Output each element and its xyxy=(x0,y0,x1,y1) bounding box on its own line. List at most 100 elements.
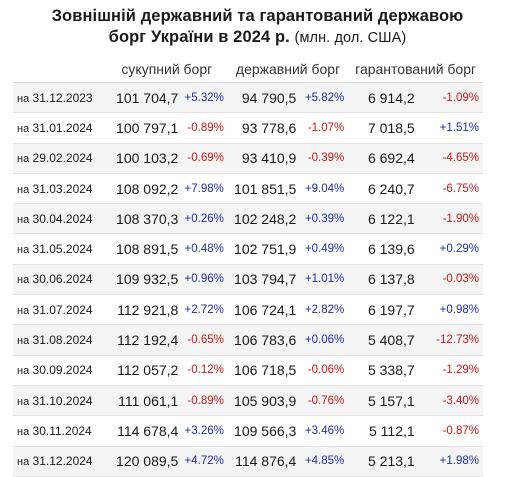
header-row: сукупний борг державний борг гарантовани… xyxy=(13,56,483,83)
row-date-cell: на 31.03.2024 xyxy=(13,173,106,205)
table-row: на 31.12.2024 120 089,5 +4.72% 114 876,4 +4.… xyxy=(13,446,483,477)
date-prefix: на xyxy=(17,456,30,469)
total-value-cell: 108 092,2 xyxy=(105,173,179,205)
total-change-cell: +5.32% xyxy=(178,82,228,114)
debt-table: сукупний борг державний борг гарантовани… xyxy=(13,56,483,477)
table-row: на 31.05.2024 108 891,5 +0.48% 102 751,9 +0.… xyxy=(13,233,483,265)
state-change-cell: -1.07% xyxy=(296,112,349,144)
state-change-cell: +1.01% xyxy=(296,264,349,296)
total-change-cell: -0.65% xyxy=(178,324,228,356)
date-prefix: на xyxy=(17,183,30,196)
row-date: 31.07.2024 xyxy=(32,302,93,317)
guar-value-cell: 5 408,7 xyxy=(348,324,415,356)
guar-change-cell: -1.29% xyxy=(414,355,483,386)
row-date-cell: на 30.11.2024 xyxy=(13,415,106,447)
row-date-cell: на 31.01.2024 xyxy=(13,112,106,144)
guar-change-cell: -3.40% xyxy=(414,385,483,417)
total-value-cell: 100 103,2 xyxy=(105,143,179,174)
guar-change-cell: +0.29% xyxy=(414,233,483,265)
total-change-cell: +0.96% xyxy=(178,264,228,296)
row-date-cell: на 31.12.2023 xyxy=(13,82,106,114)
guar-value-cell: 6 139,6 xyxy=(348,233,415,265)
date-prefix: на xyxy=(17,92,30,105)
row-date: 30.09.2024 xyxy=(32,363,93,378)
total-change-cell: -0.69% xyxy=(178,143,228,174)
table-body: на 31.12.2023 101 704,7 +5.32% 94 790,5 +5.8… xyxy=(13,82,483,477)
total-value-cell: 112 921,8 xyxy=(105,294,179,326)
row-date-cell: на 30.09.2024 xyxy=(13,355,106,386)
table-row: на 30.11.2024 114 678,4 +3.26% 109 566,3 +3.… xyxy=(13,415,483,447)
row-date: 30.06.2024 xyxy=(32,272,93,287)
total-change-cell: -0.12% xyxy=(178,355,228,386)
date-prefix: на xyxy=(17,365,30,378)
state-value-cell: 106 724,1 xyxy=(227,294,297,326)
table-row: на 30.09.2024 112 057,2 -0.12% 106 718,5 -0.… xyxy=(13,355,483,386)
header-guaranteed: гарантований борг xyxy=(348,56,483,83)
guar-value-cell: 6 197,7 xyxy=(348,294,415,326)
total-value-cell: 108 370,3 xyxy=(105,203,179,235)
total-value-cell: 112 192,4 xyxy=(105,324,179,356)
state-change-cell: +0.39% xyxy=(296,203,349,235)
header-total: сукупний борг xyxy=(105,56,228,83)
state-value-cell: 103 794,7 xyxy=(227,264,297,296)
row-date: 30.04.2024 xyxy=(32,211,93,226)
row-date: 29.02.2024 xyxy=(32,151,93,166)
total-change-cell: +4.72% xyxy=(178,446,228,477)
total-value-cell: 101 704,7 xyxy=(105,82,179,114)
date-prefix: на xyxy=(17,425,30,438)
chart-title: Зовнішній державний та гарантований держ… xyxy=(0,6,515,49)
header-date xyxy=(13,56,106,83)
state-change-cell: -0.06% xyxy=(296,355,349,386)
title-line-2: борг України в 2024 р. (млн. дол. США) xyxy=(0,27,515,49)
row-date: 31.03.2024 xyxy=(32,181,93,196)
state-value-cell: 105 903,9 xyxy=(227,385,297,417)
state-value-cell: 94 790,5 xyxy=(227,82,297,114)
guar-value-cell: 6 137,8 xyxy=(348,264,415,296)
title-line-2-text: борг України в 2024 р. xyxy=(108,28,290,46)
total-value-cell: 111 061,1 xyxy=(105,385,179,417)
table-row: на 31.12.2023 101 704,7 +5.32% 94 790,5 +5.8… xyxy=(13,82,483,114)
state-change-cell: +0.06% xyxy=(296,324,349,356)
row-date-cell: на 31.08.2024 xyxy=(13,324,106,356)
table-row: на 30.06.2024 109 932,5 +0.96% 103 794,7 +1.… xyxy=(13,264,483,296)
guar-change-cell: -0.03% xyxy=(414,264,483,296)
total-value-cell: 108 891,5 xyxy=(105,233,179,265)
state-value-cell: 106 718,5 xyxy=(227,355,297,386)
guar-value-cell: 5 157,1 xyxy=(348,385,415,417)
total-change-cell: +2.72% xyxy=(178,294,228,326)
date-prefix: на xyxy=(17,335,30,348)
state-change-cell: +9.04% xyxy=(296,173,349,205)
row-date-cell: на 30.04.2024 xyxy=(13,203,106,235)
table-row: на 31.08.2024 112 192,4 -0.65% 106 783,6 +0.… xyxy=(13,324,483,356)
row-date-cell: на 31.12.2024 xyxy=(13,446,106,477)
guar-change-cell: -6.75% xyxy=(414,173,483,205)
state-value-cell: 101 851,5 xyxy=(227,173,297,205)
total-value-cell: 100 797,1 xyxy=(105,112,179,144)
row-date-cell: на 31.07.2024 xyxy=(13,294,106,326)
state-value-cell: 114 876,4 xyxy=(227,446,297,477)
state-change-cell: +4.85% xyxy=(296,446,349,477)
state-change-cell: +3.46% xyxy=(296,415,349,447)
state-value-cell: 106 783,6 xyxy=(227,324,297,356)
state-value-cell: 102 751,9 xyxy=(227,233,297,265)
row-date: 30.11.2024 xyxy=(32,423,92,438)
total-value-cell: 114 678,4 xyxy=(105,415,179,447)
row-date: 31.12.2024 xyxy=(32,454,93,469)
guar-change-cell: -1.90% xyxy=(414,203,483,235)
table-row: на 31.07.2024 112 921,8 +2.72% 106 724,1 +2.… xyxy=(13,294,483,326)
state-value-cell: 93 410,9 xyxy=(227,143,297,174)
state-change-cell: -0.76% xyxy=(296,385,349,417)
date-prefix: на xyxy=(17,213,30,226)
state-change-cell: +5.82% xyxy=(296,82,349,114)
title-line-1: Зовнішній державний та гарантований держ… xyxy=(51,7,464,25)
guar-value-cell: 6 240,7 xyxy=(348,173,415,205)
total-change-cell: +0.48% xyxy=(178,233,228,265)
total-value-cell: 120 089,5 xyxy=(105,446,179,477)
row-date-cell: на 30.06.2024 xyxy=(13,264,106,296)
guar-change-cell: -12.73% xyxy=(414,324,483,356)
guar-change-cell: -4.65% xyxy=(414,143,483,174)
guar-value-cell: 5 112,1 xyxy=(348,415,415,447)
total-change-cell: -0.89% xyxy=(178,385,228,417)
date-prefix: на xyxy=(17,274,30,287)
guar-change-cell: -0.87% xyxy=(414,415,483,447)
